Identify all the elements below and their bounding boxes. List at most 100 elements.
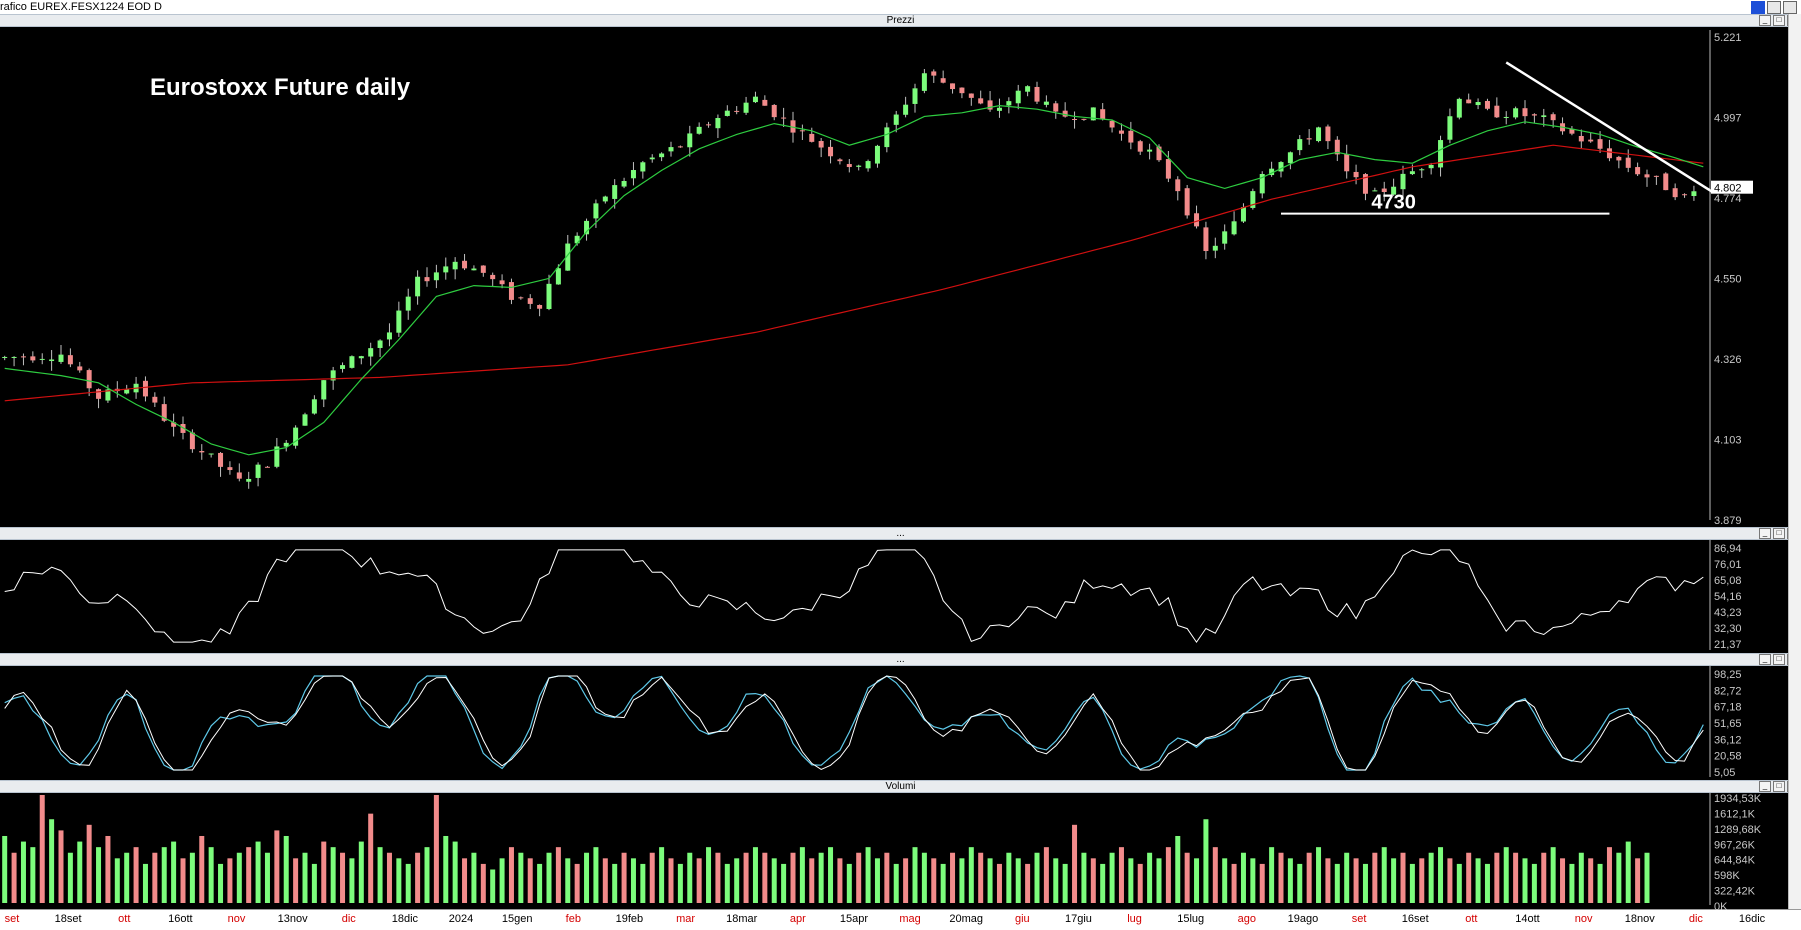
panel-restore-icon[interactable]: □ (1773, 528, 1785, 539)
volume-bar (518, 852, 524, 903)
volume-bar (893, 863, 899, 903)
volume-bar (762, 852, 768, 903)
volume-bar (612, 863, 618, 903)
volume-bar (677, 863, 683, 903)
date-tick-label: 18dic (392, 913, 419, 925)
volume-bar (302, 852, 308, 903)
candle-body (1588, 139, 1594, 142)
volume-bar (1212, 847, 1218, 903)
candle-body (1447, 116, 1453, 140)
volume-bar (199, 835, 205, 903)
volume-bar (1156, 858, 1162, 903)
candle-body (1278, 162, 1284, 172)
volume-bar (527, 858, 533, 903)
oscillator2-panel-label: ... (896, 654, 905, 665)
candle-body (1034, 86, 1040, 102)
volume-bar (1062, 863, 1068, 903)
volume-bar (837, 858, 843, 903)
candle-body (940, 78, 946, 83)
candle-body (227, 467, 233, 471)
volume-bar (659, 847, 665, 903)
candle-body (799, 130, 805, 132)
date-tick-label: nov (1575, 913, 1593, 925)
volume-bar (884, 852, 890, 903)
volume-bar (1541, 852, 1547, 903)
panel-minimize-icon[interactable]: _ (1759, 528, 1771, 539)
candle-body (358, 356, 364, 359)
right-scroll-strip[interactable] (1788, 14, 1801, 909)
volume-bar (1137, 863, 1143, 903)
osc1-tick-label: 76,01 (1714, 559, 1742, 571)
candle-body (518, 297, 524, 299)
volume-bar (743, 852, 749, 903)
candle-body (1184, 188, 1190, 216)
candle-body (39, 358, 45, 360)
panel-restore-icon[interactable]: □ (1773, 781, 1785, 792)
date-tick-label: 18set (55, 913, 82, 925)
candle-body (1231, 221, 1237, 235)
candle-body (950, 83, 956, 90)
volume-bar (537, 863, 543, 903)
date-tick-label: mar (676, 913, 695, 925)
candle-body (1550, 114, 1556, 121)
candle-body (1419, 169, 1425, 171)
candle-body (311, 399, 317, 414)
price-tick-label: 5.221 (1714, 32, 1742, 44)
candle-body (1222, 231, 1228, 244)
candle-body (1165, 159, 1171, 179)
date-tick-label: 17giu (1065, 913, 1092, 925)
candle-body (593, 203, 599, 219)
date-tick-label: 19ago (1288, 913, 1319, 925)
volume-bar (443, 835, 449, 903)
osc2-tick-label: 67,18 (1714, 702, 1742, 714)
panel-minimize-icon[interactable]: _ (1759, 15, 1771, 26)
volume-bar (208, 847, 214, 903)
volume-bar (640, 863, 646, 903)
candle-body (1513, 108, 1519, 118)
candle-body (452, 261, 458, 270)
date-tick-label: 18mar (726, 913, 758, 925)
candle-body (1456, 98, 1462, 118)
window-title: rafico EUREX.FESX1224 EOD D (0, 1, 163, 13)
candle-body (246, 478, 252, 482)
panel-restore-icon[interactable]: □ (1773, 654, 1785, 665)
date-tick-label: set (1352, 913, 1367, 925)
minimize-button[interactable] (1751, 1, 1765, 14)
volume-bar (696, 858, 702, 903)
volume-bar (584, 852, 590, 903)
volume-bar (978, 852, 984, 903)
date-tick-label: ott (118, 913, 130, 925)
volume-bar (687, 852, 693, 903)
volume-bar (931, 858, 937, 903)
candle-body (1691, 191, 1697, 197)
date-tick-label: 15apr (840, 913, 868, 925)
restore-button[interactable] (1767, 1, 1781, 14)
volume-bar (321, 841, 327, 903)
candle-body (49, 359, 55, 362)
candle-body (105, 389, 111, 401)
candle-body (1522, 108, 1528, 117)
volume-bar (311, 863, 317, 903)
volume-bar (1259, 863, 1265, 903)
candle-body (1682, 194, 1688, 196)
volume-bar (20, 841, 26, 903)
volume-bar (180, 858, 186, 903)
candle-body (912, 88, 918, 104)
candle-body (903, 104, 909, 115)
panel-minimize-icon[interactable]: _ (1759, 654, 1771, 665)
candle-body (1475, 102, 1481, 106)
candle-body (1531, 114, 1537, 116)
candle-body (640, 162, 646, 172)
volume-tick-label: 644,84K (1714, 855, 1756, 867)
volume-bar (218, 863, 224, 903)
candle-body (1250, 191, 1256, 208)
volume-bar (565, 858, 571, 903)
panel-minimize-icon[interactable]: _ (1759, 781, 1771, 792)
candle-body (377, 340, 383, 348)
panel-restore-icon[interactable]: □ (1773, 15, 1785, 26)
osc1-tick-label: 86,94 (1714, 543, 1742, 555)
candle-body (884, 127, 890, 148)
volume-bar (11, 852, 17, 903)
close-button[interactable] (1783, 1, 1797, 14)
osc2-signal-line (4, 675, 1704, 771)
